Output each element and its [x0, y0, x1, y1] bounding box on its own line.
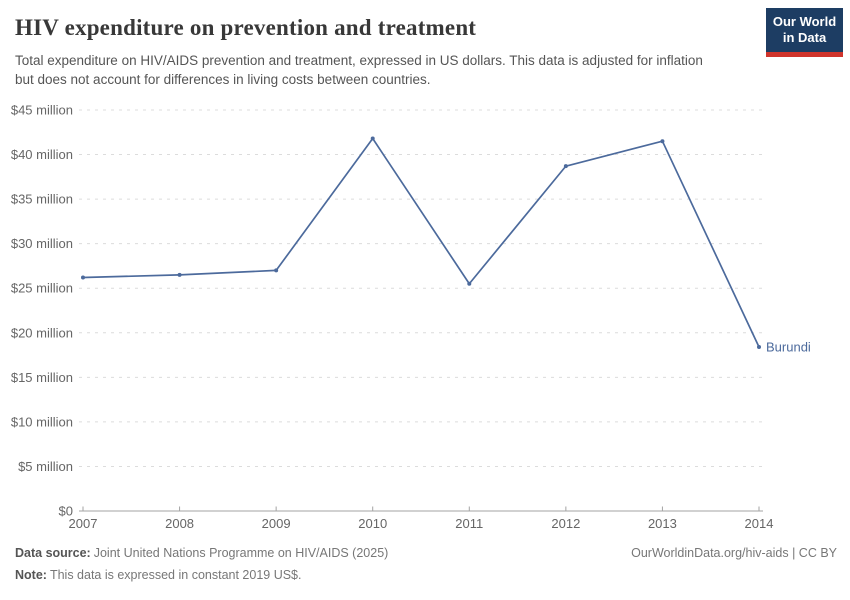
- attribution-link[interactable]: OurWorldinData.org/hiv-aids | CC BY: [631, 546, 837, 560]
- data-point: [177, 272, 182, 277]
- chart-header: HIV expenditure on prevention and treatm…: [15, 14, 760, 90]
- y-tick-label: $20 million: [11, 325, 73, 340]
- x-tick-label: 2013: [648, 516, 677, 531]
- owid-logo: Our World in Data: [766, 8, 843, 57]
- y-tick-label: $5 million: [18, 459, 73, 474]
- data-point: [81, 275, 85, 280]
- data-source-label: Data source:: [15, 546, 91, 560]
- data-point: [563, 164, 568, 169]
- data-point: [370, 136, 375, 141]
- chart-title: HIV expenditure on prevention and treatm…: [15, 15, 477, 40]
- note-label: Note:: [15, 568, 47, 582]
- footer-left: Data source: Joint United Nations Program…: [15, 542, 388, 586]
- x-axis: 2007 2008 2009 2010 2011 2012 2013 2014: [69, 506, 774, 531]
- owid-logo-line2: in Data: [782, 30, 827, 46]
- x-tick-label: 2011: [455, 516, 483, 531]
- y-tick-label: $15 million: [11, 370, 73, 385]
- x-tick-label: 2008: [165, 516, 194, 531]
- y-tick-label: $30 million: [11, 236, 73, 251]
- y-axis: $0 $5 million $10 million $15 million $20 mi…: [11, 103, 763, 519]
- y-tick-label: $45 million: [11, 103, 73, 118]
- x-tick-label: 2007: [69, 516, 98, 531]
- note-value: This data is expressed in constant 2019 …: [49, 568, 302, 582]
- data-point: [274, 268, 279, 273]
- series-end-label: Burundi: [766, 340, 811, 355]
- series-line: [82, 137, 760, 348]
- data-point: [757, 345, 761, 350]
- y-tick-label: $10 million: [11, 414, 73, 429]
- data-source-line: Data source: Joint United Nations Program…: [15, 542, 388, 564]
- y-tick-label: $0: [59, 504, 73, 519]
- y-tick-label: $35 million: [11, 192, 73, 207]
- x-tick-label: 2014: [745, 516, 774, 531]
- owid-logo-line1: Our World: [772, 14, 837, 29]
- series-burundi: Burundi: [81, 136, 811, 355]
- x-tick-label: 2012: [551, 516, 580, 531]
- data-point: [467, 281, 472, 286]
- chart-footer: Data source: Joint United Nations Program…: [15, 542, 837, 586]
- chart-subtitle: Total expenditure on HIV/AIDS prevention…: [15, 52, 703, 88]
- y-tick-label: $25 million: [11, 281, 73, 296]
- y-tick-label: $40 million: [11, 147, 73, 162]
- note-line: Note: This data is expressed in constant …: [15, 564, 388, 586]
- x-tick-label: 2010: [358, 516, 387, 531]
- data-point: [660, 139, 665, 144]
- x-tick-label: 2009: [262, 516, 291, 531]
- data-source-value: Joint United Nations Programme on HIV/AI…: [93, 546, 389, 560]
